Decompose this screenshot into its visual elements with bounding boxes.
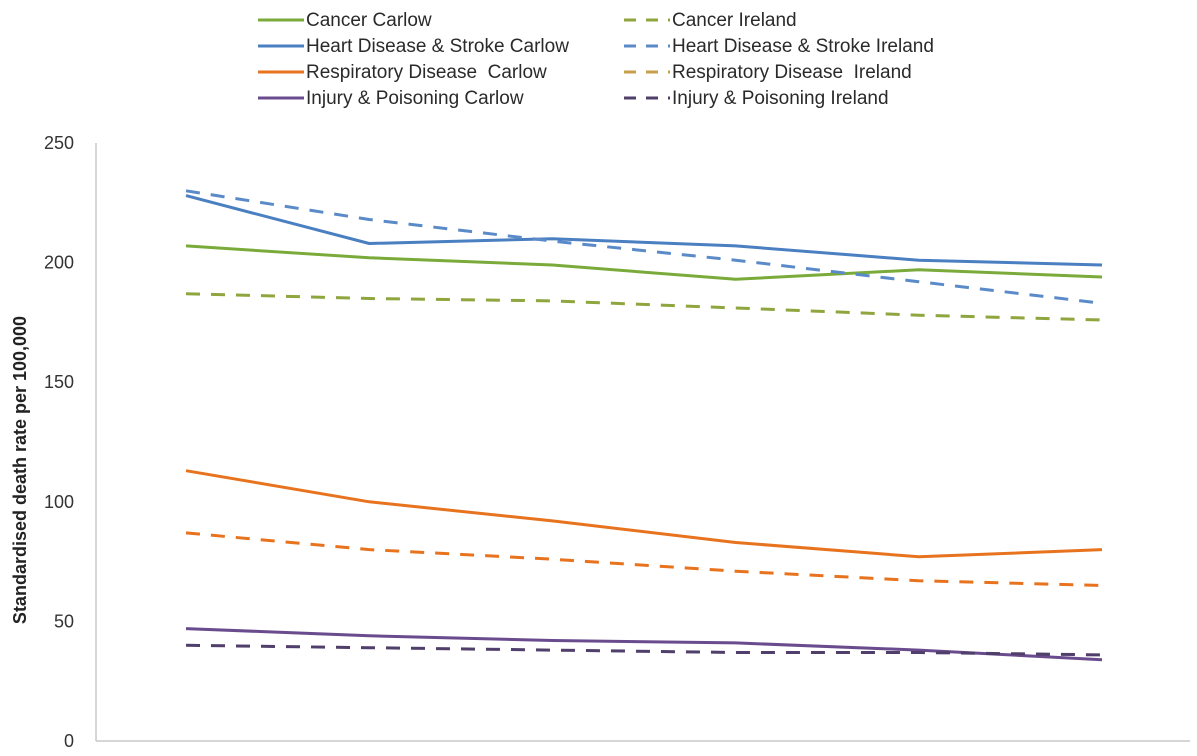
legend-label: Heart Disease & Stroke Carlow — [306, 36, 569, 57]
legend-label: Respiratory Disease Ireland — [672, 62, 912, 83]
series-line-cancer-carlow — [185, 244, 1103, 281]
y-tick-label: 200 — [44, 253, 74, 273]
series-line-respiratory-disease-carlow — [185, 469, 1103, 559]
legend-entry-respiratory-disease-ireland: Respiratory Disease Ireland — [624, 62, 912, 83]
series-line-respiratory-disease-ireland — [185, 531, 1103, 587]
legend-label: Cancer Carlow — [306, 10, 432, 31]
series-layer — [185, 189, 1103, 662]
legend-entry-respiratory-disease-carlow: Respiratory Disease Carlow — [258, 62, 547, 83]
legend-label: Cancer Ireland — [672, 10, 797, 31]
y-tick-label: 50 — [54, 611, 74, 631]
y-tick-label: 0 — [64, 731, 74, 751]
legend-entry-cancer-ireland: Cancer Ireland — [624, 10, 797, 31]
y-tick-label: 150 — [44, 372, 74, 392]
y-tick-label: 250 — [44, 133, 74, 153]
legend-entry-injury-poisoning-ireland: Injury & Poisoning Ireland — [624, 88, 889, 109]
legend-entry-heart-disease-stroke-carlow: Heart Disease & Stroke Carlow — [258, 36, 569, 57]
y-axis-title: Standardised death rate per 100,000 — [10, 316, 30, 624]
legend-label: Injury & Poisoning Ireland — [672, 88, 889, 109]
series-line-injury-poisoning-ireland — [185, 643, 1103, 657]
series-line-heart-disease-stroke-ireland — [185, 189, 1103, 305]
legend: Cancer Carlow Cancer Ireland Heart Disease… — [258, 10, 934, 109]
series-line-injury-poisoning-carlow — [185, 627, 1103, 662]
legend-label: Heart Disease & Stroke Ireland — [672, 36, 934, 57]
legend-entry-cancer-carlow: Cancer Carlow — [258, 10, 432, 31]
legend-entry-injury-poisoning-carlow: Injury & Poisoning Carlow — [258, 88, 524, 109]
series-line-cancer-ireland — [185, 292, 1103, 322]
legend-label: Respiratory Disease Carlow — [306, 62, 547, 83]
legend-label: Injury & Poisoning Carlow — [306, 88, 524, 109]
y-tick-label: 100 — [44, 492, 74, 512]
legend-entry-heart-disease-stroke-ireland: Heart Disease & Stroke Ireland — [624, 36, 934, 57]
axes: 0 50 100 150 200 250 — [44, 133, 1190, 751]
series-line-heart-disease-stroke-carlow — [185, 194, 1103, 267]
